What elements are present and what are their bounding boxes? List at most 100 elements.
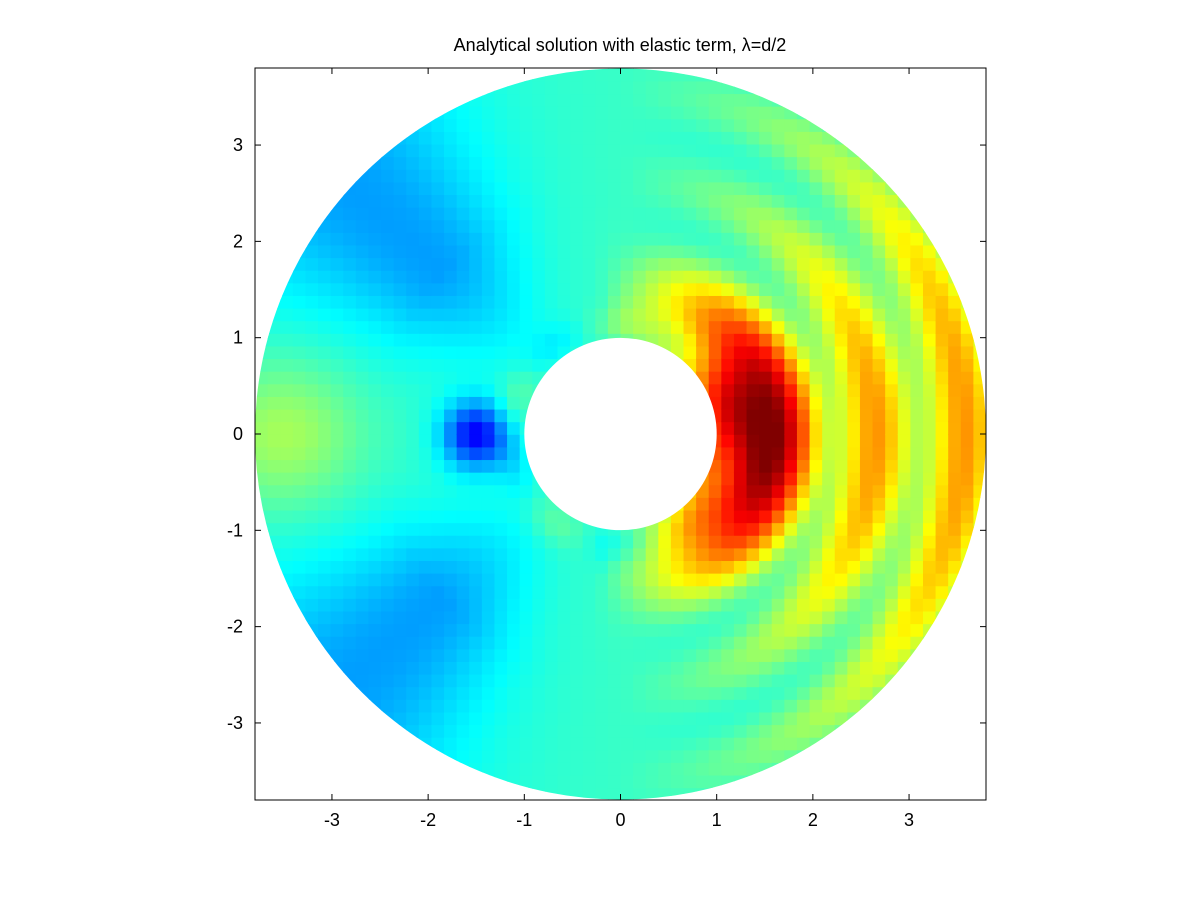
heatmap-cell [897, 522, 912, 536]
heatmap-cell [696, 711, 710, 726]
heatmap-cell [318, 497, 332, 511]
heatmap-cell [746, 471, 760, 486]
heatmap-cell [570, 269, 584, 284]
heatmap-cell [796, 383, 811, 397]
heatmap-cell [859, 244, 874, 259]
heatmap-cell [255, 320, 269, 334]
heatmap-cell [544, 736, 559, 751]
heatmap-cell [759, 534, 773, 549]
heatmap-cell [456, 572, 471, 587]
heatmap-cell [733, 143, 748, 158]
heatmap-cell [507, 143, 521, 158]
heatmap-cell [318, 396, 332, 410]
heatmap-cell [733, 396, 748, 410]
heatmap-cell [267, 534, 282, 549]
heatmap-cell [897, 307, 912, 322]
heatmap-cell [847, 396, 861, 410]
heatmap-cell [494, 623, 508, 637]
heatmap-cell [557, 206, 571, 221]
heatmap-cell [582, 673, 597, 688]
heatmap-cell [733, 295, 748, 309]
heatmap-cell [834, 623, 849, 637]
heatmap-cell [809, 749, 823, 763]
heatmap-cell [431, 118, 445, 132]
heatmap-cell [885, 547, 899, 562]
heatmap-cell [859, 648, 874, 662]
heatmap-cell [456, 610, 471, 625]
heatmap-cell [582, 282, 597, 296]
heatmap-cell [897, 232, 912, 246]
heatmap-cell [607, 118, 622, 132]
heatmap-cell [696, 257, 710, 271]
heatmap-cell [910, 497, 924, 511]
heatmap-cell [784, 585, 798, 599]
heatmap-cell [318, 194, 332, 208]
heatmap-cell [381, 585, 395, 599]
heatmap-cell [733, 320, 748, 334]
heatmap-cell [633, 635, 647, 650]
heatmap-cell [343, 484, 357, 498]
heatmap-cell [809, 118, 823, 132]
heatmap-cell [897, 269, 912, 284]
heatmap-cell [948, 307, 962, 322]
heatmap-cell [393, 206, 408, 221]
heatmap-cell [872, 585, 886, 599]
heatmap-cell [607, 282, 622, 296]
heatmap-cell [733, 673, 748, 688]
heatmap-cell [607, 673, 622, 688]
heatmap-cell [809, 219, 823, 233]
heatmap-cell [645, 699, 660, 713]
heatmap-cell [456, 522, 471, 536]
heatmap-cell [267, 560, 282, 574]
heatmap-cell [670, 295, 685, 309]
heatmap-cell [469, 686, 483, 700]
heatmap-cell [557, 686, 571, 700]
heatmap-cell [658, 333, 672, 347]
heatmap-cell [633, 93, 647, 107]
heatmap-cell [557, 522, 571, 536]
heatmap-cell [633, 598, 647, 612]
heatmap-cell [771, 497, 786, 511]
heatmap-cell [368, 181, 382, 196]
heatmap-cell [595, 585, 609, 599]
heatmap-cell [683, 509, 697, 524]
heatmap-cell [469, 156, 483, 170]
heatmap-cell [330, 509, 345, 524]
heatmap-cell [267, 446, 282, 461]
heatmap-cell [368, 623, 382, 637]
heatmap-cell [381, 244, 395, 259]
heatmap-cell [418, 219, 433, 233]
heatmap-cell [670, 156, 685, 170]
heatmap-cell [620, 143, 634, 158]
heatmap-cell [885, 269, 899, 284]
heatmap-cell [444, 661, 458, 675]
heatmap-cell [796, 282, 811, 296]
heatmap-cell [393, 635, 408, 650]
heatmap-cell [708, 572, 723, 587]
heatmap-cell [708, 307, 723, 322]
heatmap-cell [607, 307, 622, 322]
heatmap-cell [406, 610, 420, 625]
heatmap-cell [910, 244, 924, 259]
heatmap-cell [431, 497, 445, 511]
heatmap-cell [280, 534, 294, 549]
heatmap-cell [872, 610, 886, 625]
heatmap-cell [822, 333, 836, 347]
heatmap-cell [771, 509, 786, 524]
heatmap-cell [872, 446, 886, 461]
heatmap-cell [708, 547, 723, 562]
heatmap-cell [809, 396, 823, 410]
heatmap-cell [796, 572, 811, 587]
heatmap-cell [670, 673, 685, 688]
heatmap-cell [834, 724, 849, 738]
heatmap-cell [822, 598, 836, 612]
heatmap-cell [381, 673, 395, 688]
heatmap-cell [784, 459, 798, 473]
heatmap-cell [368, 610, 382, 625]
heatmap-cell [469, 774, 483, 789]
heatmap-cell [771, 244, 786, 259]
heatmap-cell [759, 471, 773, 486]
heatmap-cell [292, 484, 307, 498]
heatmap-cell [444, 370, 458, 385]
heatmap-cell [305, 497, 319, 511]
